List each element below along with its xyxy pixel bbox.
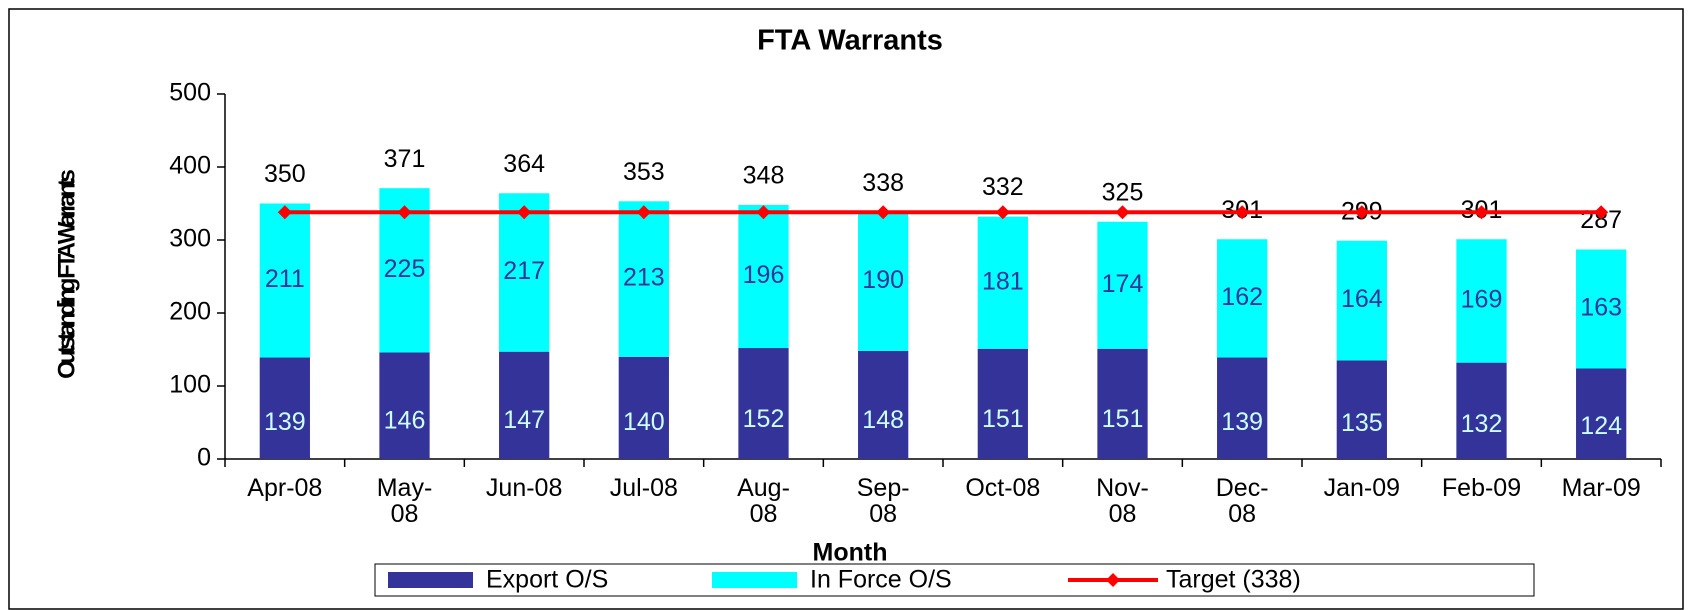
target-marker <box>876 205 891 220</box>
bar-segment <box>977 216 1028 349</box>
bar-segment <box>259 203 310 358</box>
data-label: 169 <box>1461 286 1503 314</box>
data-label: 146 <box>384 406 426 434</box>
total-label: 353 <box>623 158 665 186</box>
target-marker <box>1354 205 1369 220</box>
data-label: 140 <box>623 408 665 436</box>
total-label: 350 <box>264 160 306 188</box>
data-label: 174 <box>1102 270 1144 298</box>
data-label: 139 <box>1221 408 1263 436</box>
target-marker <box>1594 205 1609 220</box>
target-marker <box>1474 205 1489 220</box>
bar-segment <box>618 201 669 357</box>
x-tick-label: Nov-08 <box>1096 474 1149 528</box>
x-tick-label: Apr-08 <box>247 474 323 502</box>
data-label: 151 <box>982 405 1024 433</box>
bar-segment <box>1576 249 1627 369</box>
target-marker <box>517 205 532 220</box>
data-label: 124 <box>1580 412 1622 440</box>
bar-segment <box>1097 221 1148 349</box>
legend-label: Export O/S <box>486 566 608 594</box>
target-marker <box>397 205 412 220</box>
total-label: 371 <box>384 145 426 173</box>
x-tick-label: Oct-08 <box>965 474 1041 502</box>
x-tick-label: Dec-08 <box>1215 474 1269 528</box>
data-label: 181 <box>982 267 1024 295</box>
data-label: 163 <box>1580 294 1622 322</box>
x-tick-label: Feb-09 <box>1441 474 1522 502</box>
y-tick-label: 400 <box>169 152 211 180</box>
bar-segment <box>858 212 909 351</box>
legend-swatch <box>712 572 797 588</box>
bar-segment <box>858 350 909 459</box>
data-label: 147 <box>503 406 545 434</box>
x-tick-label: Jul-08 <box>609 474 678 502</box>
target-marker <box>636 205 651 220</box>
bar-segment <box>259 357 310 459</box>
total-label: 338 <box>862 169 904 197</box>
data-label: 135 <box>1341 409 1383 437</box>
bar-segment <box>379 352 430 459</box>
x-tick-label: Jan-09 <box>1323 474 1401 502</box>
legend-box <box>374 563 1535 597</box>
y-tick-label: 300 <box>169 225 211 253</box>
total-label: 348 <box>743 162 785 190</box>
total-label: 325 <box>1102 178 1144 206</box>
y-axis-label: Outstanding FTA Warrants <box>53 169 80 378</box>
data-label: 225 <box>384 255 426 283</box>
x-tick-label: May-08 <box>376 474 433 528</box>
bar-segment <box>499 351 550 459</box>
data-label: 139 <box>264 408 306 436</box>
chart-title: FTA Warrants <box>757 25 943 57</box>
legend-marker <box>1106 573 1120 587</box>
bar-segment <box>1456 239 1507 363</box>
bar-segment <box>499 193 550 352</box>
data-label: 162 <box>1221 283 1263 311</box>
data-label: 213 <box>623 264 665 292</box>
legend-label: Target (338) <box>1166 566 1301 594</box>
bar-segment <box>1217 357 1268 459</box>
data-label: 148 <box>862 406 904 434</box>
x-axis-label: Month <box>813 539 888 567</box>
target-marker <box>277 205 292 220</box>
total-label: 364 <box>503 150 545 178</box>
data-label: 152 <box>743 405 785 433</box>
y-tick-label: 500 <box>169 79 211 107</box>
bar-segment <box>1217 239 1268 358</box>
target-marker <box>995 205 1010 220</box>
x-tick-label: Sep-08 <box>856 474 910 528</box>
target-marker <box>1115 205 1130 220</box>
bar-segment <box>738 204 789 349</box>
data-label: 164 <box>1341 285 1383 313</box>
legend-swatch <box>388 572 473 588</box>
y-tick-label: 0 <box>197 444 211 472</box>
data-label: 217 <box>503 257 545 285</box>
bar-segment <box>1456 362 1507 459</box>
total-label: 332 <box>982 173 1024 201</box>
x-tick-label: Aug-08 <box>737 474 790 528</box>
data-label: 151 <box>1102 405 1144 433</box>
target-marker <box>1235 205 1250 220</box>
data-label: 196 <box>743 261 785 289</box>
bar-segment <box>1097 348 1148 459</box>
target-marker <box>756 205 771 220</box>
x-tick-label: Mar-09 <box>1561 474 1641 502</box>
bar-segment <box>1576 368 1627 459</box>
data-label: 190 <box>862 266 904 294</box>
x-tick-label: Jun-08 <box>485 474 563 502</box>
bar-segment <box>618 356 669 459</box>
data-label: 132 <box>1461 410 1503 438</box>
bar-segment <box>977 348 1028 459</box>
bar-segment <box>1336 360 1387 459</box>
legend-label: In Force O/S <box>810 566 952 594</box>
bar-segment <box>1336 240 1387 361</box>
bar-segment <box>738 348 789 459</box>
y-tick-label: 100 <box>169 371 211 399</box>
data-label: 211 <box>265 265 305 293</box>
chart-border <box>8 8 1684 610</box>
y-tick-label: 200 <box>169 298 211 326</box>
